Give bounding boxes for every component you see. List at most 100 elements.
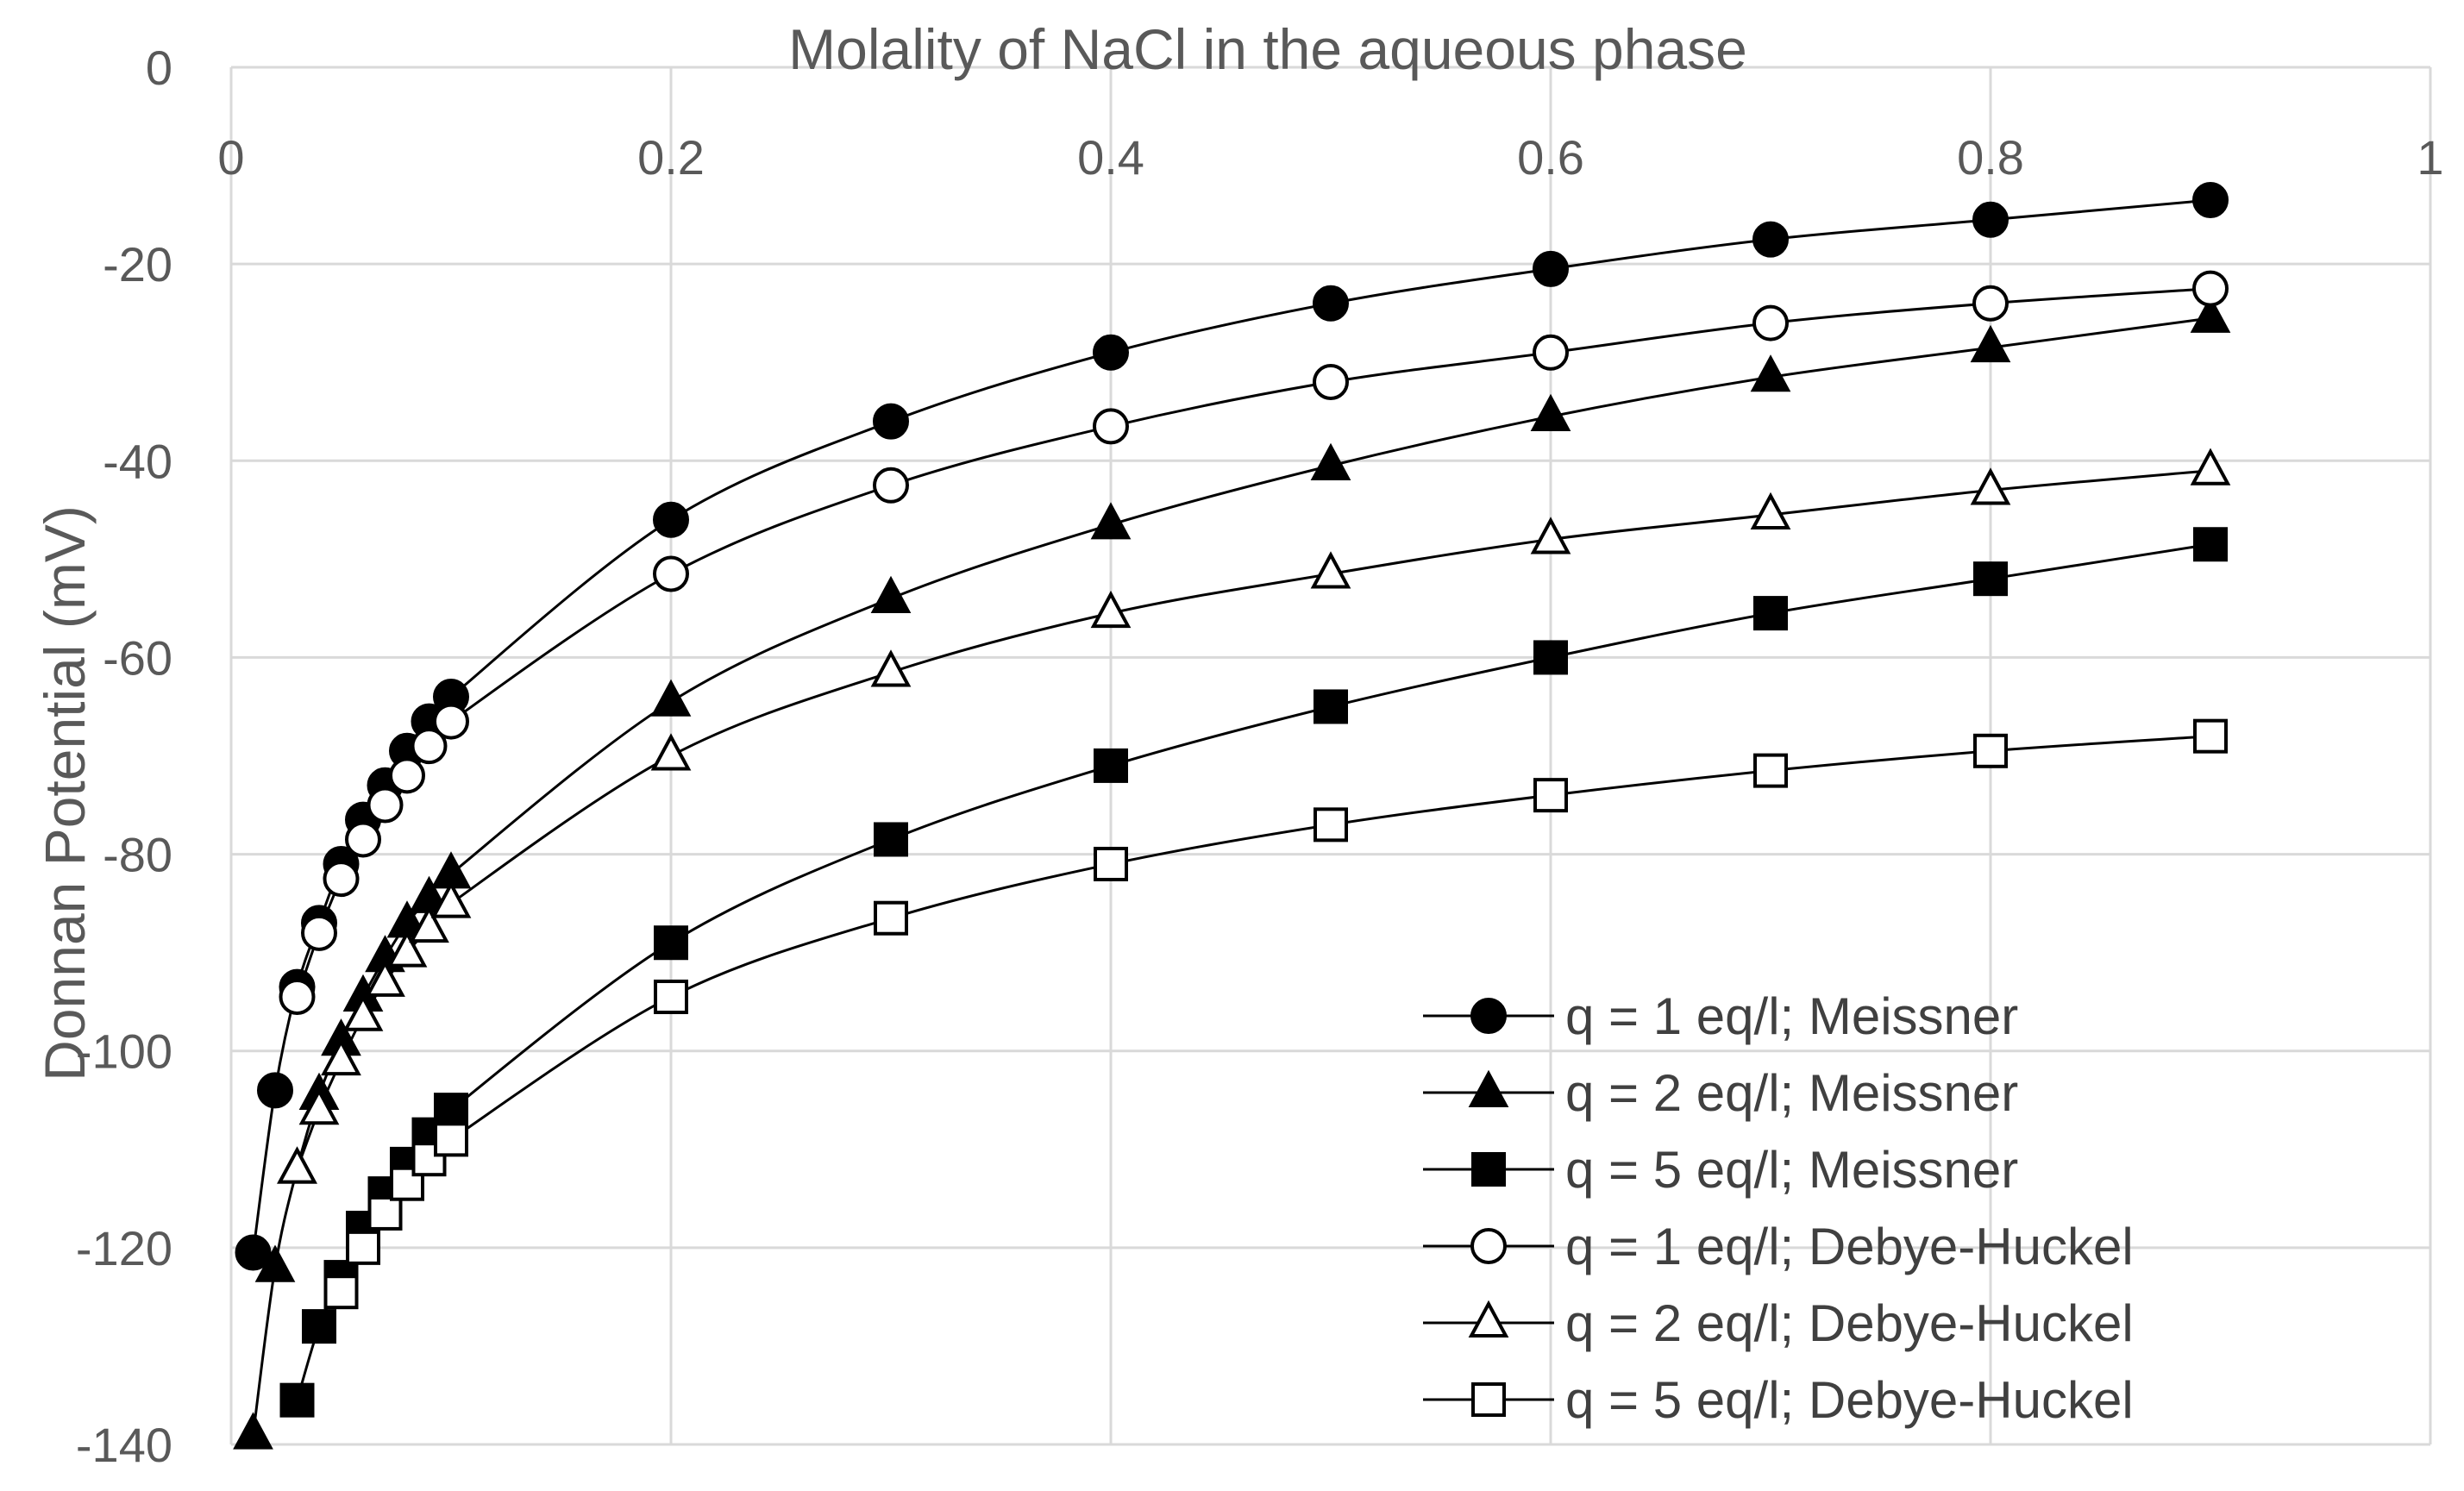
data-point xyxy=(870,649,912,687)
legend-entry: q = 1 eq/l; Debye-Huckel xyxy=(1423,1218,2134,1275)
data-point xyxy=(2193,527,2228,562)
x-tick-label: 1 xyxy=(2417,130,2443,185)
data-point xyxy=(233,1412,273,1450)
legend-marker xyxy=(1470,1228,1507,1264)
data-point xyxy=(279,1382,315,1418)
data-point xyxy=(654,979,688,1014)
data-point xyxy=(345,821,381,858)
data-point xyxy=(1094,846,1128,881)
data-point xyxy=(301,914,337,951)
data-point xyxy=(1970,467,2011,505)
data-point xyxy=(389,757,425,794)
legend-entry: q = 2 eq/l; Debye-Huckel xyxy=(1423,1294,2134,1352)
data-point xyxy=(1530,517,1571,554)
y-tick-label: -60 xyxy=(103,630,172,685)
data-point xyxy=(298,1087,340,1125)
data-point xyxy=(1093,408,1129,445)
data-point xyxy=(653,555,689,592)
data-point xyxy=(874,900,908,936)
data-point xyxy=(433,703,469,740)
data-point xyxy=(1972,285,2009,322)
data-point xyxy=(1530,393,1571,431)
legend-marker xyxy=(1468,1300,1509,1338)
data-point xyxy=(873,403,909,440)
data-point xyxy=(2190,448,2231,486)
legend-marker xyxy=(1470,998,1507,1034)
data-point xyxy=(434,1093,468,1128)
legend-entry: q = 5 eq/l; Meissner xyxy=(1423,1141,2018,1199)
data-point xyxy=(1533,334,1569,371)
data-point xyxy=(430,880,472,918)
x-tick-label: 0.6 xyxy=(1517,130,1584,185)
data-point xyxy=(1750,354,1791,392)
legend-entry: q = 1 eq/l; Meissner xyxy=(1423,987,2018,1045)
data-point xyxy=(1090,502,1132,540)
data-point xyxy=(1752,304,1789,341)
data-point xyxy=(323,861,360,898)
data-point xyxy=(1753,753,1788,788)
legend-label: q = 1 eq/l; Debye-Huckel xyxy=(1565,1218,2134,1275)
legend-marker xyxy=(1471,1382,1506,1417)
series-layer xyxy=(233,181,2231,1450)
data-point xyxy=(1753,596,1788,631)
data-point xyxy=(1750,492,1791,529)
series-5 xyxy=(277,448,2231,1184)
y-tick-label: 0 xyxy=(146,41,172,95)
data-point xyxy=(346,1230,380,1265)
data-point xyxy=(257,1072,293,1109)
data-point xyxy=(654,925,688,961)
data-point xyxy=(1314,689,1348,724)
data-point xyxy=(874,822,908,857)
data-point xyxy=(1314,807,1348,843)
data-point xyxy=(277,1146,317,1184)
data-point xyxy=(323,1275,359,1310)
data-point xyxy=(386,930,428,968)
y-tick-label: -140 xyxy=(76,1418,172,1472)
legend-label: q = 5 eq/l; Meissner xyxy=(1565,1141,2018,1199)
data-point xyxy=(1533,778,1568,813)
data-point xyxy=(2192,181,2229,218)
data-point xyxy=(1533,250,1569,287)
data-point xyxy=(1973,733,2008,768)
y-tick-label: -100 xyxy=(76,1024,172,1079)
legend: q = 1 eq/l; Meissner q = 2 eq/l; Meissner… xyxy=(1423,987,2134,1429)
legend-label: q = 2 eq/l; Debye-Huckel xyxy=(1565,1294,2134,1352)
x-tick-label: 0 xyxy=(217,130,244,185)
series-line xyxy=(296,287,2211,998)
data-point xyxy=(1310,551,1351,589)
data-point xyxy=(411,728,448,765)
legend-label: q = 2 eq/l; Meissner xyxy=(1565,1064,2018,1122)
data-point xyxy=(870,575,912,613)
x-tick-label: 0.8 xyxy=(1957,130,2024,185)
data-point xyxy=(1090,590,1132,629)
data-point xyxy=(1752,221,1789,258)
data-point xyxy=(873,467,909,504)
data-point xyxy=(321,1037,361,1076)
data-point xyxy=(2190,295,2231,333)
legend-marker xyxy=(1468,1069,1509,1107)
data-point xyxy=(1313,364,1349,401)
data-point xyxy=(650,733,692,771)
data-point xyxy=(1972,201,2009,238)
legend-entry: q = 2 eq/l; Meissner xyxy=(1423,1064,2018,1122)
y-tick-label: -80 xyxy=(103,828,172,882)
data-point xyxy=(1093,334,1129,371)
data-point xyxy=(302,1309,336,1344)
data-point xyxy=(279,978,316,1015)
y-tick-label: -20 xyxy=(103,237,172,291)
series-4 xyxy=(279,270,2229,1015)
legend-label: q = 5 eq/l; Debye-Huckel xyxy=(1565,1371,2134,1429)
data-point xyxy=(1533,640,1568,675)
series-3 xyxy=(279,527,2228,1418)
data-point xyxy=(1973,561,2008,597)
series-6 xyxy=(323,718,2228,1310)
data-point xyxy=(365,959,405,997)
x-tick-label: 0.4 xyxy=(1077,130,1144,185)
data-point xyxy=(1313,285,1349,322)
data-point xyxy=(409,905,449,943)
x-axis-title: Molality of NaCl in the aqueous phase xyxy=(788,17,1747,81)
data-point xyxy=(254,1244,296,1282)
data-point xyxy=(2193,718,2228,754)
data-point xyxy=(342,993,384,1031)
